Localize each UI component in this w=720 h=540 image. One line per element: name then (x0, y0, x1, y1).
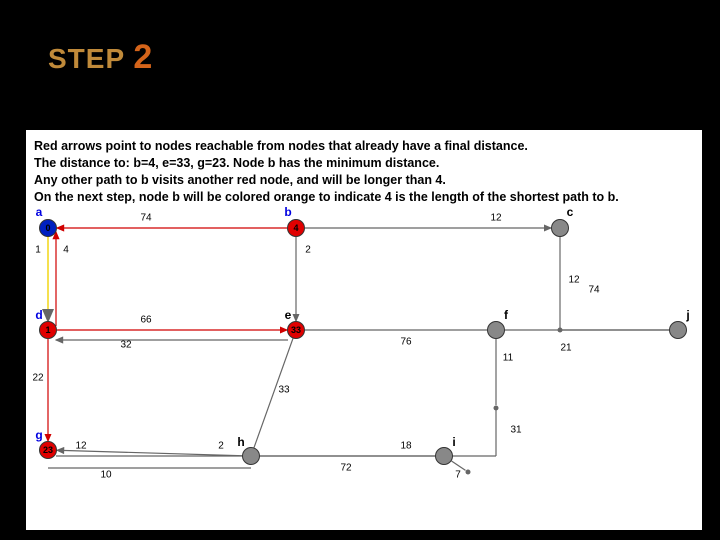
edge-weight: 10 (100, 470, 111, 481)
edge-weight: 7 (455, 470, 461, 481)
node-f (487, 321, 505, 339)
node-label-i: i (452, 435, 455, 449)
node-label-b: b (284, 205, 291, 219)
node-label-c: c (567, 205, 574, 219)
node-label-g: g (35, 428, 42, 442)
node-label-e: e (285, 308, 292, 322)
node-label-h: h (237, 435, 244, 449)
node-label-d: d (35, 308, 42, 322)
edge-weight: 12 (568, 275, 579, 286)
edge-weight: 11 (503, 353, 513, 364)
node-value-a: 0 (45, 223, 50, 233)
edge-weight: 12 (490, 213, 501, 224)
step-title: STEP 2 (48, 38, 153, 77)
edges-layer (26, 130, 702, 530)
edge-weight: 22 (32, 373, 43, 384)
edge-weight: 32 (120, 340, 131, 351)
node-j (669, 321, 687, 339)
edge-weight: 76 (400, 337, 411, 348)
edge-weight: 1 (35, 245, 41, 256)
edge-weight: 66 (140, 315, 151, 326)
node-n3 (466, 470, 471, 475)
graph-diagram: a0b4cd1e33fjg23hi74121421274663276212233… (26, 130, 702, 530)
node-value-d: 1 (45, 325, 50, 335)
node-label-f: f (504, 308, 508, 322)
node-n2 (494, 406, 499, 411)
edge-weight: 18 (400, 441, 411, 452)
node-label-a: a (36, 205, 43, 219)
node-value-e: 33 (291, 325, 301, 335)
node-h (242, 447, 260, 465)
edge-weight: 2 (305, 245, 311, 256)
node-value-g: 23 (43, 445, 53, 455)
title-number: 2 (133, 38, 153, 76)
node-n1 (558, 328, 563, 333)
edge-weight: 74 (140, 213, 151, 224)
node-c (551, 219, 569, 237)
node-i (435, 447, 453, 465)
edge-weight: 33 (278, 385, 289, 396)
edge-weight: 31 (510, 425, 521, 436)
edge-weight: 72 (340, 463, 351, 474)
edge-weight: 2 (218, 441, 224, 452)
title-word: STEP (48, 43, 125, 74)
edge-weight: 4 (63, 245, 69, 256)
edge-weight: 74 (588, 285, 599, 296)
edge-weight: 21 (560, 343, 571, 354)
node-label-j: j (686, 308, 689, 322)
node-value-b: 4 (293, 223, 298, 233)
edge-weight: 12 (75, 441, 86, 452)
